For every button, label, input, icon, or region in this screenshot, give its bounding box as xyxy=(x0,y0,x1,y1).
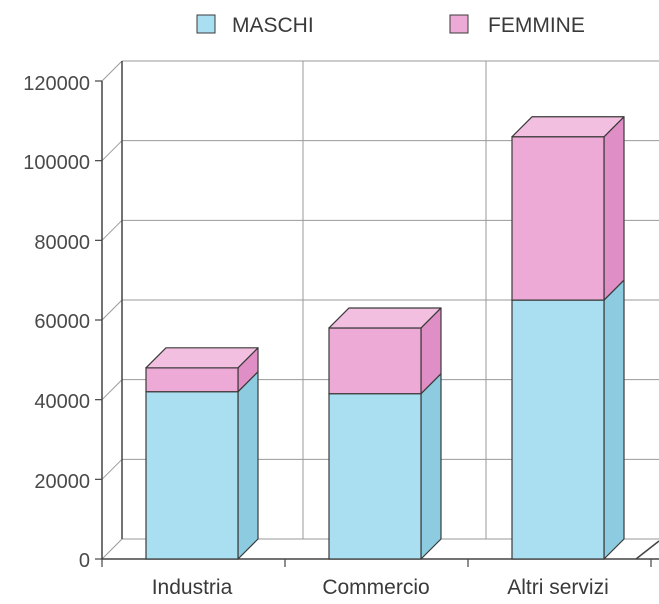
gridline-left-wall xyxy=(101,538,123,560)
floor-edge-line xyxy=(635,540,659,560)
bar-top xyxy=(328,307,442,329)
bar-segment-femmine xyxy=(511,136,605,301)
y-tick-label: 40000 xyxy=(34,391,90,413)
legend: MASCHI FEMMINE xyxy=(196,14,585,37)
category-label-altri-servizi: Altri servizi xyxy=(507,576,609,599)
bars xyxy=(145,116,625,560)
gridline-left-wall xyxy=(101,140,123,162)
y-tick-label: 60000 xyxy=(34,311,90,333)
category-label-industria: Industria xyxy=(152,576,233,599)
legend-item-femmine: FEMMINE xyxy=(449,14,585,37)
legend-item-maschi: MASCHI xyxy=(196,14,314,37)
bar-segment-femmine xyxy=(145,367,239,393)
x-axis-labels: Industria Commercio Altri servizi xyxy=(152,576,609,599)
bar-stack-altri-servizi xyxy=(511,116,625,560)
bar-side-femmine xyxy=(603,116,625,301)
category-label-commercio: Commercio xyxy=(322,576,429,599)
legend-swatch-femmine xyxy=(449,14,469,34)
gridline-left-wall xyxy=(101,458,123,480)
bar-segment-maschi xyxy=(328,393,422,560)
bar-segment-maschi xyxy=(145,391,239,560)
bar-side-maschi xyxy=(603,279,625,560)
bar-segment-femmine xyxy=(328,327,422,395)
legend-label-femmine: FEMMINE xyxy=(488,14,585,37)
gridline-left-wall xyxy=(101,379,123,401)
y-axis-ticks: 0 20000 40000 60000 80000 100000 120000 xyxy=(23,73,90,572)
y-tick-label: 0 xyxy=(79,550,90,572)
bar-segment-maschi xyxy=(511,299,605,560)
bar-stack-commercio xyxy=(328,307,442,560)
legend-swatch-maschi xyxy=(196,14,216,34)
gridline-left-wall xyxy=(101,219,123,241)
bar-side-maschi xyxy=(237,371,259,560)
bar-side-maschi xyxy=(420,373,442,560)
y-tick-label: 80000 xyxy=(34,232,90,254)
gridline-left-wall xyxy=(101,60,123,82)
y-tick-label: 20000 xyxy=(34,471,90,493)
bar-top xyxy=(145,347,259,369)
bar-stack-industria xyxy=(145,347,259,560)
legend-label-maschi: MASCHI xyxy=(232,14,314,37)
y-tick-label: 100000 xyxy=(23,152,90,174)
gridline-left-wall xyxy=(101,299,123,321)
bar-top xyxy=(511,116,625,138)
y-tick-label: 120000 xyxy=(23,73,90,95)
